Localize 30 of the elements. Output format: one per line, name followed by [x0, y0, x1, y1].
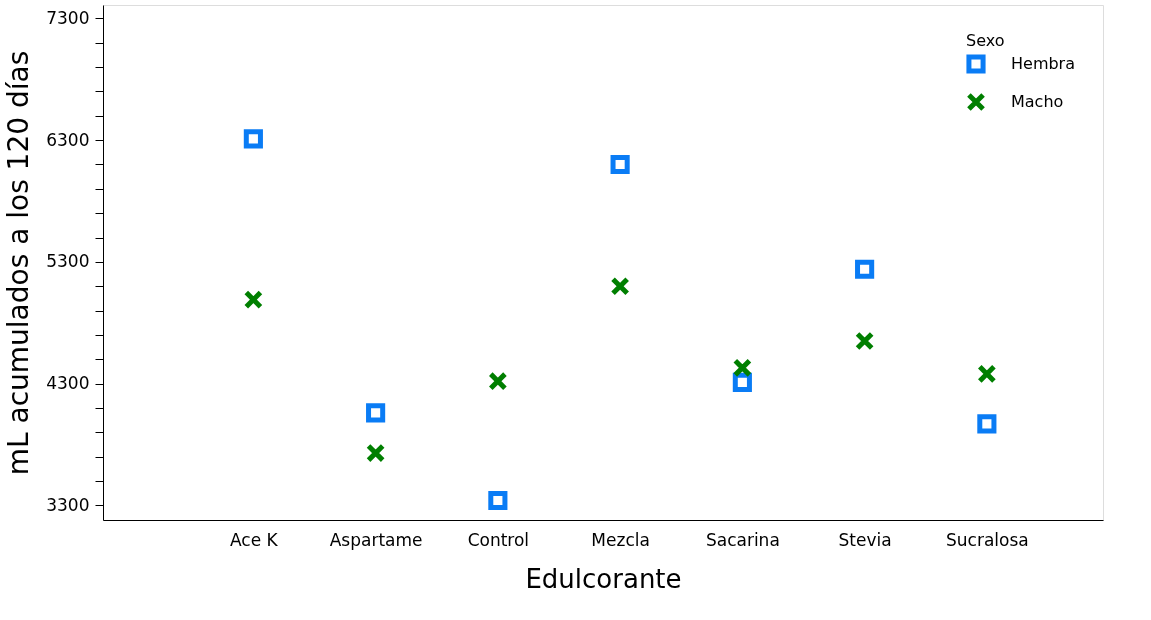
- y-tick-label: 6300: [46, 129, 90, 150]
- x-tick-label: Ace K: [230, 529, 279, 550]
- y-tick-label: 4300: [46, 373, 90, 394]
- x-tick-label: Aspartame: [329, 529, 423, 550]
- x-tick-label: Stevia: [838, 529, 892, 550]
- point: [366, 443, 386, 463]
- x-tick-label: Sucralosa: [946, 529, 1029, 550]
- point: [977, 414, 997, 434]
- point: [488, 371, 508, 391]
- point: [366, 403, 386, 423]
- point: [855, 259, 875, 279]
- point: [610, 154, 630, 175]
- x-tick-label: Sacarina: [705, 529, 780, 550]
- legend-label: Macho: [1011, 92, 1064, 111]
- y-axis-title: mL acumulados a los 120 días: [2, 50, 36, 476]
- legend-label: Hembra: [1011, 54, 1075, 73]
- point: [488, 490, 508, 511]
- y-tick-label: 5300: [46, 251, 90, 272]
- point: [243, 129, 263, 149]
- y-tick-label: 3300: [46, 494, 90, 515]
- point: [977, 364, 997, 384]
- x-axis-title: Edulcorante: [525, 563, 682, 594]
- x-tick-label: Control: [467, 529, 530, 550]
- point: [732, 358, 752, 378]
- x-tick-label: Mezcla: [591, 529, 650, 550]
- point: [855, 331, 875, 351]
- legend-title: Sexo: [966, 31, 1005, 50]
- point: [610, 276, 630, 296]
- point: [243, 290, 263, 310]
- y-tick-label: 7300: [46, 7, 90, 28]
